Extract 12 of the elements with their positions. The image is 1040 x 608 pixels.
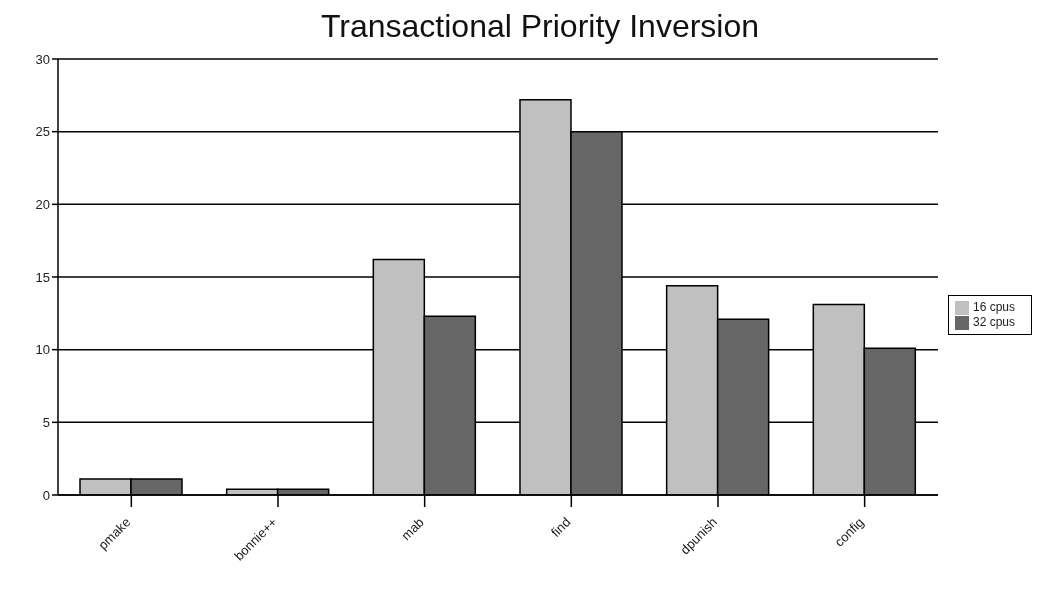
y-tick-label: 10 <box>35 342 50 358</box>
x-tick-label: find <box>548 514 574 540</box>
y-tick-label: 5 <box>42 414 50 430</box>
y-tick-label: 25 <box>35 124 50 140</box>
legend-label: 32 cpus <box>972 315 1015 329</box>
legend-label: 16 cpus <box>972 300 1015 315</box>
y-tick-label: 30 <box>35 51 50 67</box>
y-tick-label: 0 <box>42 487 50 503</box>
chart-title: Transactional Priority Inversion <box>319 8 761 45</box>
y-tick-label: 20 <box>35 196 50 212</box>
x-tick-label: mab <box>398 514 427 544</box>
y-tick-label: 15 <box>35 269 50 285</box>
